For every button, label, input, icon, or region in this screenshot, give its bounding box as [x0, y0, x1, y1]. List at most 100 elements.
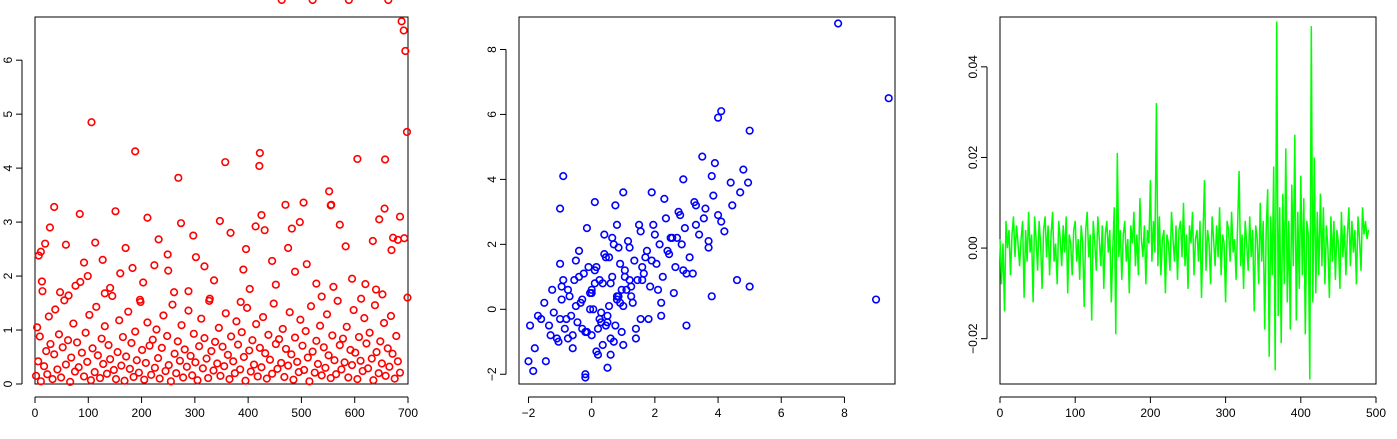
data-point — [125, 364, 134, 373]
data-point — [55, 288, 65, 297]
data-point — [331, 370, 341, 379]
data-point — [179, 373, 188, 382]
data-point — [582, 224, 592, 233]
data-point — [87, 118, 96, 127]
data-point — [619, 188, 628, 197]
data-point — [111, 207, 120, 216]
data-point — [75, 209, 84, 219]
data-point — [342, 322, 351, 331]
data-point — [376, 337, 385, 346]
data-point — [57, 373, 66, 382]
data-point — [884, 94, 893, 103]
x-tick-label: 400 — [1291, 406, 1311, 420]
data-point — [135, 295, 145, 304]
data-point — [63, 336, 73, 345]
data-point — [189, 329, 198, 338]
data-point — [258, 312, 268, 322]
data-point — [58, 343, 67, 352]
data-point — [51, 305, 60, 314]
data-point — [290, 267, 300, 276]
data-point — [102, 369, 112, 378]
x-tick-label: 100 — [78, 406, 98, 420]
data-point — [365, 328, 374, 337]
x-tick-label: 500 — [291, 406, 311, 420]
data-point — [277, 358, 286, 368]
data-point — [653, 285, 663, 294]
data-point — [338, 334, 348, 343]
data-point — [669, 288, 678, 298]
data-point — [603, 363, 612, 372]
data-point — [383, 344, 392, 353]
data-point — [375, 215, 384, 224]
y-tick-label: 1 — [1, 326, 15, 333]
data-point — [226, 332, 236, 341]
data-point — [399, 26, 408, 35]
data-point — [220, 362, 229, 371]
data-point — [66, 377, 75, 386]
data-point — [395, 368, 405, 377]
data-point — [655, 240, 664, 249]
data-point — [147, 370, 156, 379]
y-tick-label: 0.00 — [966, 236, 980, 260]
data-point — [37, 277, 47, 286]
data-point — [627, 292, 636, 301]
data-point — [557, 295, 566, 304]
data-point — [79, 372, 89, 381]
data-point — [215, 216, 225, 226]
data-point — [326, 373, 335, 383]
data-point — [118, 332, 128, 342]
data-point — [148, 335, 157, 344]
data-point — [97, 334, 106, 343]
data-point — [736, 188, 745, 197]
y-tick-label: −2 — [485, 367, 499, 381]
data-point — [120, 376, 129, 385]
x-tick-label: 200 — [1140, 406, 1160, 420]
data-point — [43, 370, 52, 379]
data-point — [617, 285, 626, 294]
data-point — [163, 250, 172, 259]
data-point — [324, 351, 333, 360]
data-point — [98, 255, 107, 264]
data-point — [335, 220, 344, 229]
data-point — [717, 217, 726, 226]
y-tick-label: 0.02 — [966, 145, 980, 169]
data-point — [597, 308, 606, 317]
data-point — [100, 289, 109, 298]
data-point — [623, 236, 633, 246]
data-point — [573, 318, 582, 327]
data-point — [636, 227, 645, 236]
data-point — [241, 376, 250, 385]
data-point — [39, 362, 49, 371]
data-point — [661, 214, 671, 223]
x-tick-label: 300 — [1216, 406, 1236, 420]
data-point — [186, 351, 195, 361]
data-point — [710, 159, 719, 168]
data-point — [214, 323, 223, 332]
data-point — [91, 238, 100, 247]
data-point — [109, 365, 118, 375]
data-point — [587, 288, 596, 298]
data-point — [393, 357, 402, 366]
data-point — [619, 340, 628, 350]
data-point — [221, 158, 230, 167]
plot-frame-2 — [518, 16, 896, 385]
data-point — [295, 217, 304, 227]
data-point — [150, 363, 159, 372]
data-point — [638, 262, 647, 272]
data-point — [387, 246, 396, 255]
data-point — [221, 309, 230, 318]
x-tick-label: 2 — [652, 406, 659, 420]
data-point — [745, 126, 754, 135]
data-point — [717, 107, 726, 116]
data-point — [239, 265, 248, 274]
data-point — [595, 275, 604, 285]
data-point — [255, 161, 264, 171]
y-tick-label: 4 — [485, 176, 499, 183]
data-point — [213, 359, 222, 368]
data-point — [182, 362, 191, 371]
y-tick-label: 0 — [485, 306, 499, 313]
data-point — [608, 272, 617, 281]
data-point — [739, 165, 748, 174]
data-point — [116, 269, 125, 278]
